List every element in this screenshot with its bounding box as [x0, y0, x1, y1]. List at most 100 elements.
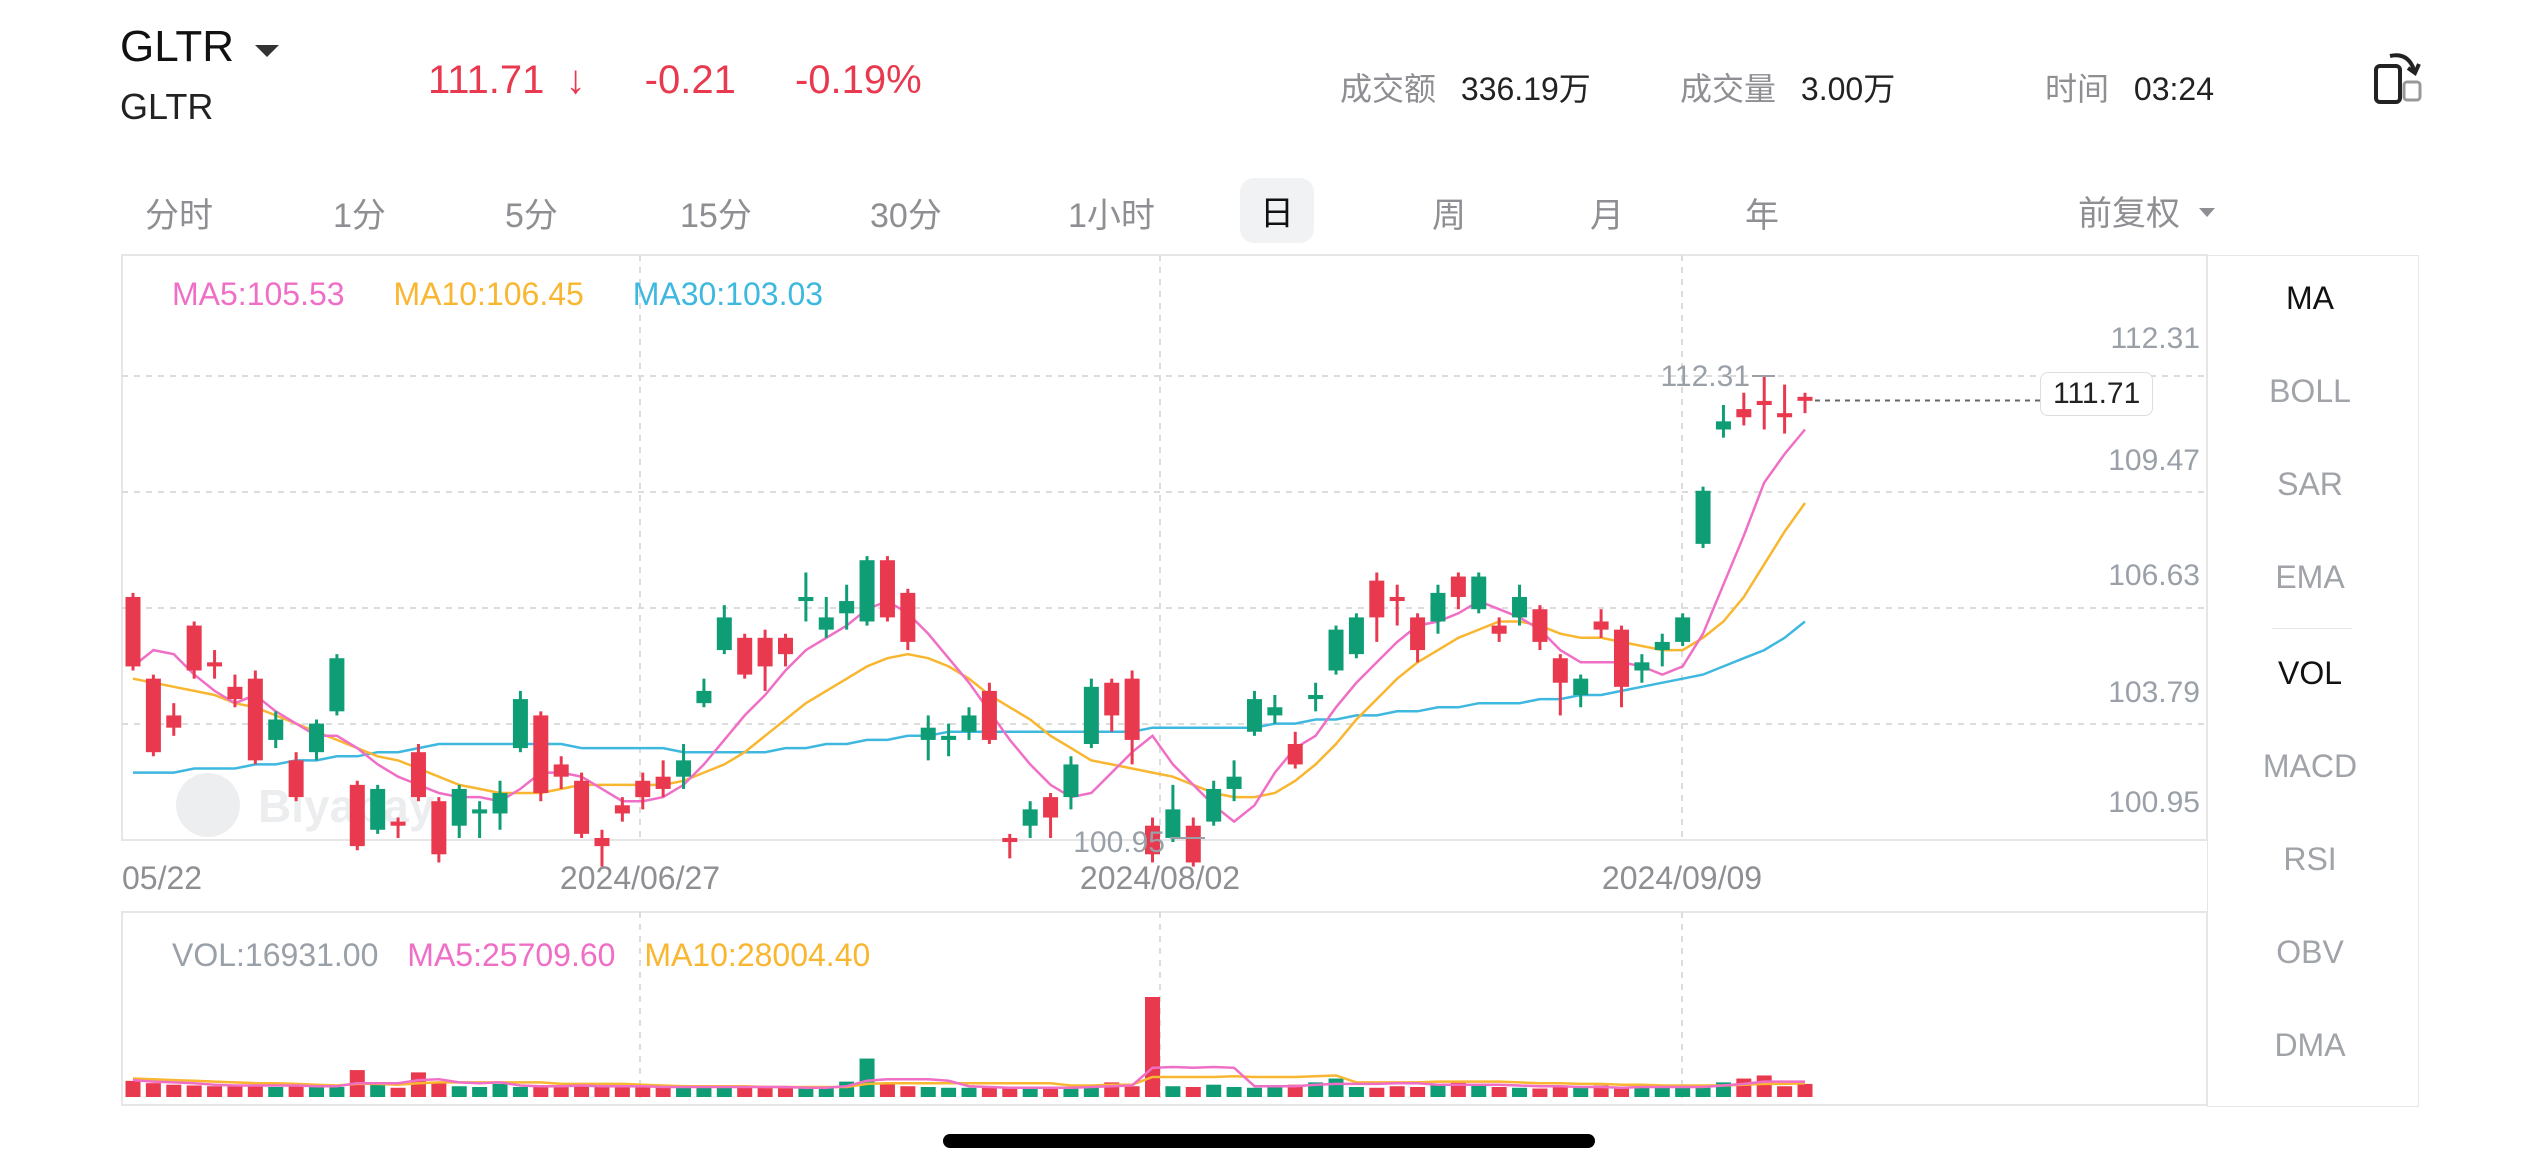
candle-body: [1654, 641, 1670, 651]
candle-body: [1043, 797, 1059, 818]
ma5-line: [132, 428, 1806, 824]
vol-ma10-line: [132, 1074, 1806, 1089]
candle-body: [390, 821, 406, 826]
candle-body: [1491, 625, 1507, 634]
low-marker-label: 100.95: [1073, 826, 1165, 859]
indicator-rsi[interactable]: RSI: [2283, 841, 2337, 877]
candle-body: [818, 617, 834, 630]
tab-4[interactable]: 30分: [870, 197, 942, 235]
volume-bar: [451, 1086, 467, 1097]
candle-body: [1471, 576, 1487, 610]
volume-bar: [1226, 1087, 1242, 1097]
ma5-legend: MA5:105.53: [172, 276, 345, 312]
candle-body: [207, 662, 223, 667]
volume-value: 3.00万: [1800, 71, 1896, 107]
volume-bar: [981, 1087, 997, 1097]
volume-bar: [1654, 1087, 1670, 1097]
candle-body: [145, 678, 161, 753]
tab-1[interactable]: 1分: [333, 197, 386, 235]
indicator-obv[interactable]: OBV: [2276, 934, 2344, 970]
candle-body: [1369, 580, 1385, 618]
volume-bar: [594, 1086, 610, 1097]
volume-bar: [1675, 1086, 1691, 1097]
volume-stat: 成交量 3.00万: [1680, 64, 1895, 110]
caret-down-icon: [254, 44, 279, 57]
candle-body: [1634, 662, 1650, 671]
tab-2[interactable]: 5分: [505, 197, 558, 235]
indicator-vol[interactable]: VOL: [2277, 655, 2343, 691]
indicator-ma[interactable]: MA: [2286, 280, 2334, 316]
indicator-dma[interactable]: DMA: [2274, 1027, 2346, 1063]
volume-bar: [777, 1087, 793, 1097]
volume-bar: [818, 1087, 834, 1097]
x-tick-label: 2024/08/02: [1080, 860, 1240, 896]
candle-body: [839, 601, 855, 614]
y-tick-label: 100.95: [2108, 786, 2200, 819]
candle-body: [1695, 490, 1711, 544]
candle-body: [1246, 699, 1262, 732]
candle-body: [1308, 695, 1324, 700]
symbol-selector[interactable]: GLTR: [120, 22, 279, 72]
candle-body: [655, 776, 671, 789]
candle-body: [1573, 678, 1589, 695]
volume-bar: [1043, 1087, 1059, 1097]
x-tick-label: 2024/06/27: [560, 860, 720, 896]
ma-legend: MA5:105.53 MA10:106.45 MA30:103.03: [172, 276, 823, 313]
candle-body: [512, 699, 528, 749]
tab-7[interactable]: 周: [1432, 197, 1466, 235]
volume-bar: [1165, 1086, 1181, 1097]
volume-bar: [900, 1086, 916, 1097]
candle-body: [1715, 421, 1731, 430]
candle-body: [227, 686, 243, 700]
volume-bar: [390, 1087, 406, 1097]
volume-bar: [1287, 1084, 1303, 1097]
volume-bar: [1185, 1087, 1201, 1097]
volume-bar: [635, 1087, 651, 1097]
turnover-label: 成交额: [1340, 71, 1437, 107]
volume-bar: [268, 1087, 284, 1097]
volume-bar: [1552, 1087, 1568, 1097]
candle-body: [1532, 609, 1548, 642]
volume-bar: [798, 1088, 814, 1097]
watermark-text: Biyapay: [258, 780, 435, 832]
candle-body: [268, 719, 284, 740]
volume-bar: [145, 1083, 161, 1097]
candle-body: [1145, 825, 1161, 855]
tab-8[interactable]: 月: [1590, 197, 1624, 235]
tab-0[interactable]: 分时: [145, 197, 213, 235]
candle-body: [879, 560, 895, 618]
vol-ma5-line: [132, 1065, 1805, 1090]
tab-3[interactable]: 15分: [680, 197, 752, 235]
indicator-divider: [2272, 628, 2352, 629]
turnover-stat: 成交额 336.19万: [1340, 64, 1591, 110]
vol-ma5-legend: MA5:25709.60: [407, 937, 616, 973]
rotate-screen-icon[interactable]: [2370, 48, 2426, 108]
x-tick-label: 05/22: [122, 860, 202, 896]
x-tick-label: 2024/09/09: [1602, 860, 1762, 896]
adjust-selector[interactable]: 前复权: [2078, 186, 2216, 235]
volume-bar: [1491, 1087, 1507, 1097]
volume-bar: [329, 1087, 345, 1097]
candle-body: [1083, 686, 1099, 745]
candle-body: [1348, 617, 1364, 655]
volume-bar: [1430, 1084, 1446, 1097]
tab-9[interactable]: 年: [1745, 197, 1779, 235]
last-price-tag: 111.71: [2040, 372, 2154, 416]
tab-6[interactable]: 日: [1240, 178, 1314, 243]
volume-label: 成交量: [1680, 71, 1777, 107]
volume-bar: [655, 1087, 671, 1097]
indicator-macd[interactable]: MACD: [2262, 748, 2358, 784]
indicator-ema[interactable]: EMA: [2275, 559, 2345, 595]
candle-body: [492, 793, 508, 814]
indicator-boll[interactable]: BOLL: [2269, 373, 2351, 409]
volume-bar: [737, 1087, 753, 1097]
candle-body: [1797, 396, 1813, 401]
volume-bar: [410, 1072, 426, 1097]
y-tick-label: 112.31: [2110, 322, 2200, 355]
tab-5[interactable]: 1小时: [1068, 197, 1155, 235]
candle-body: [1756, 400, 1772, 405]
candle-body: [757, 637, 773, 667]
candle-body: [288, 760, 304, 798]
indicator-sar[interactable]: SAR: [2277, 466, 2343, 502]
